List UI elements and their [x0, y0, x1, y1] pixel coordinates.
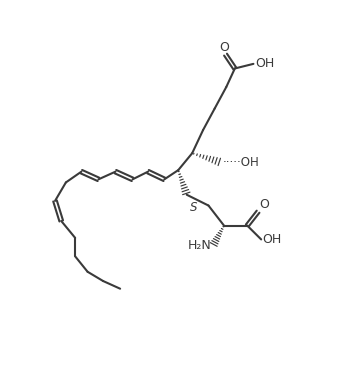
- Text: H₂N: H₂N: [188, 239, 211, 252]
- Text: O: O: [219, 41, 229, 54]
- Text: O: O: [260, 198, 269, 211]
- Text: ·····OH: ·····OH: [222, 156, 259, 169]
- Text: OH: OH: [255, 57, 274, 70]
- Text: S: S: [190, 201, 197, 214]
- Text: OH: OH: [263, 233, 282, 246]
